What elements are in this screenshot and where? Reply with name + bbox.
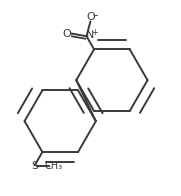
Text: +: + [92, 28, 98, 37]
Text: S: S [31, 161, 38, 171]
Text: O: O [86, 12, 95, 22]
Text: CH₃: CH₃ [45, 161, 63, 171]
Text: –: – [93, 10, 99, 20]
Text: N: N [86, 30, 94, 40]
Text: O: O [62, 29, 71, 39]
